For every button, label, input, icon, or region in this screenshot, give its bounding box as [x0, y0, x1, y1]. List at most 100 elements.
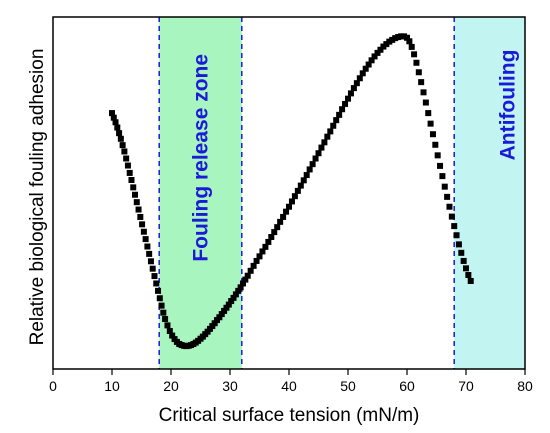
data-point — [422, 99, 429, 106]
data-point — [350, 85, 357, 92]
data-point — [124, 162, 131, 169]
region-boundaries — [158, 17, 455, 369]
data-point — [109, 110, 115, 117]
data-point — [315, 150, 322, 157]
data-point — [149, 265, 156, 272]
data-point — [359, 70, 366, 77]
data-point — [169, 332, 176, 339]
data-point — [458, 249, 465, 256]
data-point — [137, 213, 144, 220]
data-point — [463, 265, 469, 272]
data-point — [411, 51, 418, 58]
data-point — [451, 223, 458, 230]
data-point — [232, 291, 239, 298]
data-point — [330, 122, 337, 129]
data-point — [116, 130, 123, 137]
x-tick-label: 40 — [281, 378, 297, 394]
data-point — [425, 110, 432, 117]
data-point — [309, 161, 316, 168]
data-point — [218, 311, 225, 318]
data-point — [460, 257, 467, 264]
shaded-regions — [159, 17, 525, 369]
data-point — [156, 295, 163, 302]
data-point — [151, 273, 158, 280]
data-point — [221, 307, 228, 314]
data-point — [133, 199, 140, 206]
data-point — [250, 262, 257, 269]
data-point — [216, 314, 223, 321]
data-point — [128, 176, 135, 183]
data-point — [353, 80, 360, 87]
data-point — [306, 166, 313, 173]
data-point — [147, 258, 154, 265]
x-tick-label: 80 — [517, 378, 533, 394]
data-point — [408, 43, 415, 50]
data-point — [242, 276, 249, 283]
data-point — [288, 198, 295, 205]
data-point — [166, 327, 173, 334]
data-point — [283, 208, 290, 215]
data-point — [324, 133, 331, 140]
data-point — [119, 142, 126, 149]
data-point — [280, 213, 287, 220]
data-point — [300, 177, 307, 184]
data-point — [256, 253, 263, 260]
data-point — [321, 139, 328, 146]
x-axis-title: Critical surface tension (mN/m) — [159, 405, 420, 426]
data-point — [135, 206, 142, 213]
data-point — [132, 191, 139, 198]
data-point — [420, 89, 427, 96]
data-point — [259, 248, 266, 255]
data-point — [230, 294, 237, 301]
data-point — [415, 69, 422, 76]
data-point — [441, 183, 448, 190]
x-tick-label: 30 — [222, 378, 238, 394]
data-point — [114, 124, 121, 131]
data-point — [146, 250, 153, 257]
data-point — [112, 119, 119, 126]
data-point — [271, 229, 278, 236]
data-point — [455, 241, 462, 248]
data-point — [303, 172, 310, 179]
data-point — [164, 322, 171, 329]
data-point — [110, 114, 117, 121]
data-point — [211, 320, 218, 327]
data-point — [153, 280, 160, 287]
data-point — [144, 243, 151, 250]
data-point — [140, 228, 147, 235]
data-point — [404, 34, 410, 41]
data-point — [439, 173, 446, 180]
data-point — [432, 141, 439, 148]
data-point — [444, 193, 451, 200]
data-point — [265, 238, 272, 245]
fouling-release-zone-label: Fouling release zone — [190, 54, 213, 262]
data-point — [327, 128, 334, 135]
data-point — [286, 203, 292, 210]
data-point — [362, 65, 369, 72]
data-point — [333, 117, 340, 124]
data-point — [158, 302, 165, 309]
data-point — [437, 162, 444, 169]
data-point — [121, 148, 128, 155]
data-point — [130, 184, 137, 191]
data-point — [336, 111, 343, 118]
data-point — [155, 287, 162, 294]
data-point — [347, 90, 354, 97]
data-point — [448, 213, 455, 220]
data-point — [237, 284, 244, 291]
data-point — [117, 135, 124, 142]
y-axis-title: Relative biological fouling adhesion — [27, 49, 48, 346]
data-markers — [109, 33, 474, 350]
data-point — [368, 57, 375, 64]
data-point — [247, 267, 254, 274]
data-point — [345, 95, 351, 102]
data-point — [126, 169, 133, 176]
data-point — [377, 46, 384, 53]
x-tick-label: 20 — [163, 378, 179, 394]
x-tick-label: 70 — [458, 378, 474, 394]
data-point — [274, 224, 281, 231]
data-point — [429, 131, 436, 138]
data-point — [418, 79, 425, 86]
data-point — [446, 203, 453, 210]
